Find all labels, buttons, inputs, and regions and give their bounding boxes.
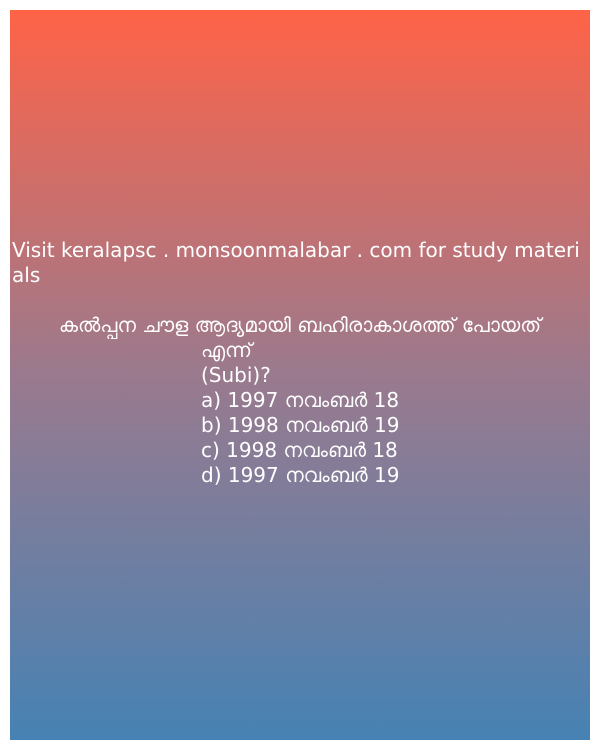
- promo-text: Visit keralapsc . monsoonmalabar . com f…: [12, 238, 580, 287]
- question-line-1: കൽപ്പന ചൗള ആദ്യമായി ബഹിരാകാശത്ത് പോയത്: [58, 313, 542, 337]
- content-block: Visit keralapsc . monsoonmalabar . com f…: [10, 238, 590, 488]
- option-a: a) 1997 നവംബർ 18: [201, 388, 400, 412]
- question-block: കൽപ്പന ചൗള ആദ്യമായി ബഹിരാകാശത്ത് പോയത് എ…: [10, 313, 590, 388]
- question-subject: (Subi)?: [201, 363, 271, 387]
- question-line-2: എന്ന്: [201, 338, 253, 362]
- option-c: c) 1998 നവംബർ 18: [201, 438, 398, 462]
- option-d: d) 1997 നവംബർ 19: [201, 463, 400, 487]
- gradient-card: Visit keralapsc . monsoonmalabar . com f…: [10, 10, 590, 740]
- option-b: b) 1998 നവംബർ 19: [201, 413, 400, 437]
